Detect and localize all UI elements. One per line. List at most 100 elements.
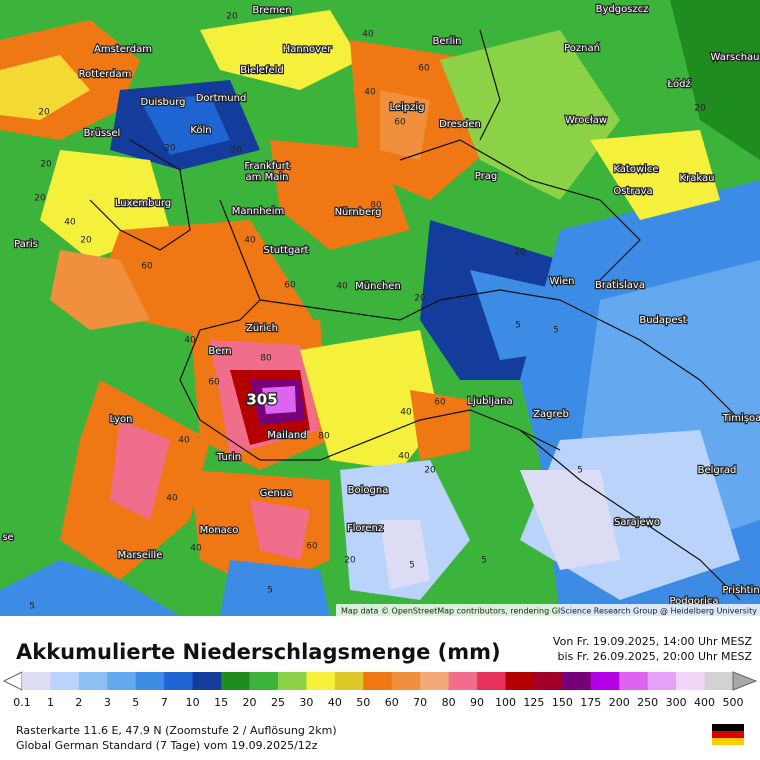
colorbar-swatch: [50, 672, 80, 690]
city-label: Belgrad: [698, 465, 737, 476]
contour-label: 5: [515, 321, 521, 331]
contour-label: 40: [364, 88, 376, 98]
contour-label: 20: [694, 104, 706, 114]
colorbar-swatch: [391, 672, 421, 690]
contour-label: 20: [424, 466, 436, 476]
city-label: Bratislava: [595, 280, 645, 291]
colorbar-swatch: [562, 672, 592, 690]
city-label: Marseille: [118, 550, 163, 561]
contour-label: 20: [40, 160, 52, 170]
city-label: Leipzig: [389, 102, 424, 113]
colorbar-tick-label: 250: [637, 696, 658, 709]
colorbar-tick-label: 125: [523, 696, 544, 709]
colorbar-tick-label: 7: [161, 696, 168, 709]
city-label: Rotterdam: [79, 69, 132, 80]
contour-label: 5: [577, 466, 583, 476]
city-label: Prag: [475, 171, 497, 182]
city-label: Wien: [550, 276, 575, 287]
city-label: am Main: [246, 172, 289, 183]
colorbar-swatch: [277, 672, 307, 690]
contour-label: 80: [370, 201, 382, 211]
attribution: Map data © OpenStreetMap contributors, r…: [341, 607, 757, 616]
colorbar-swatch: [135, 672, 165, 690]
city-label: Berlin: [432, 36, 461, 47]
contour-label: 5: [481, 556, 487, 566]
contour-label: 40: [362, 30, 374, 40]
contour-label: 20: [230, 146, 242, 156]
city-label: Dortmund: [196, 93, 247, 104]
city-label: Paris: [14, 239, 38, 250]
colorbar-swatch: [363, 672, 393, 690]
contour-label: 60: [434, 398, 446, 408]
city-label: se: [2, 532, 13, 543]
colorbar-tick-label: 150: [552, 696, 573, 709]
contour-label: 60: [306, 542, 318, 552]
contour-label: 40: [244, 236, 256, 246]
city-label: Mannheim: [232, 206, 284, 217]
colorbar-tick-label: 0.1: [13, 696, 31, 709]
info-line: Global German Standard (7 Tage) vom 19.0…: [16, 739, 318, 752]
city-label: Brüssel: [84, 128, 121, 139]
flag: [712, 724, 744, 745]
period-end: bis Fr. 26.09.2025, 20:00 Uhr MESZ: [558, 650, 753, 663]
colorbar-swatch: [676, 672, 706, 690]
colorbar-swatch: [704, 672, 734, 690]
colorbar-tick-label: 15: [214, 696, 228, 709]
colorbar-swatch: [78, 672, 108, 690]
period-start: Von Fr. 19.09.2025, 14:00 Uhr MESZ: [553, 635, 753, 648]
colorbar-tick-label: 40: [328, 696, 342, 709]
city-label: Dresden: [439, 119, 481, 130]
contour-label: 5: [409, 561, 415, 571]
colorbar-swatch: [107, 672, 137, 690]
colorbar-tick-label: 10: [186, 696, 200, 709]
colorbar-tick-label: 200: [609, 696, 630, 709]
city-label: München: [355, 281, 401, 292]
colorbar-swatch: [533, 672, 563, 690]
contour-label: 20: [414, 294, 426, 304]
contour-label: 60: [208, 378, 220, 388]
city-label: Monaco: [200, 525, 239, 536]
city-label: Budapest: [639, 315, 686, 326]
city-label: Łódź: [666, 78, 690, 90]
city-label: Lyon: [109, 414, 132, 425]
city-label: Prishtin: [722, 585, 759, 596]
city-label: Frankfurt: [244, 161, 289, 172]
city-label: Hannover: [283, 44, 333, 55]
colorbar-tick-label: 1: [47, 696, 54, 709]
colorbar-tick-label: 80: [442, 696, 456, 709]
city-label: Köln: [190, 125, 211, 136]
contour-label: 40: [190, 544, 202, 554]
city-label: Bern: [208, 346, 231, 357]
colorbar-swatch: [334, 672, 364, 690]
city-label: Bremen: [252, 5, 291, 16]
colorbar: 0.1 1 2 3 5 7 10 15 20 25 30 40 50 60 70 80 90 100 125 150 1…: [2, 671, 758, 709]
colorbar-tick-label: 70: [413, 696, 427, 709]
contour-label: 20: [34, 194, 46, 204]
attribution-bg: [336, 604, 760, 616]
legend-title: Akkumulierte Niederschlagsmenge (mm): [16, 640, 501, 664]
city-label: Zürich: [246, 323, 278, 334]
contour-label: 40: [336, 282, 348, 292]
contour-label: 20: [226, 12, 238, 22]
city-label: Mailand: [267, 430, 306, 441]
city-label: Duisburg: [141, 97, 186, 108]
colorbar-arrow-high: [732, 671, 758, 691]
colorbar-swatch: [619, 672, 649, 690]
city-label: Bologna: [348, 485, 389, 496]
contour-label: 5: [267, 586, 273, 596]
city-label: Sarajewo: [614, 517, 660, 528]
contour-label: 60: [141, 262, 153, 272]
map: Bremen Bydgoszcz Amsterdam Hannover Berlin Po…: [0, 0, 760, 616]
city-label: Nürnberg: [335, 207, 382, 218]
contour-label: 40: [398, 452, 410, 462]
colorbar-tick-label: 60: [385, 696, 399, 709]
contour-label: 80: [260, 354, 272, 364]
colorbar-swatch: [221, 672, 251, 690]
colorbar-arrow-low: [2, 671, 23, 691]
city-label: Ljubljana: [467, 396, 512, 407]
city-label: Florenz: [347, 523, 383, 534]
colorbar-swatch: [477, 672, 506, 690]
contour-label: 20: [164, 144, 176, 154]
max-label: 305: [246, 391, 277, 409]
